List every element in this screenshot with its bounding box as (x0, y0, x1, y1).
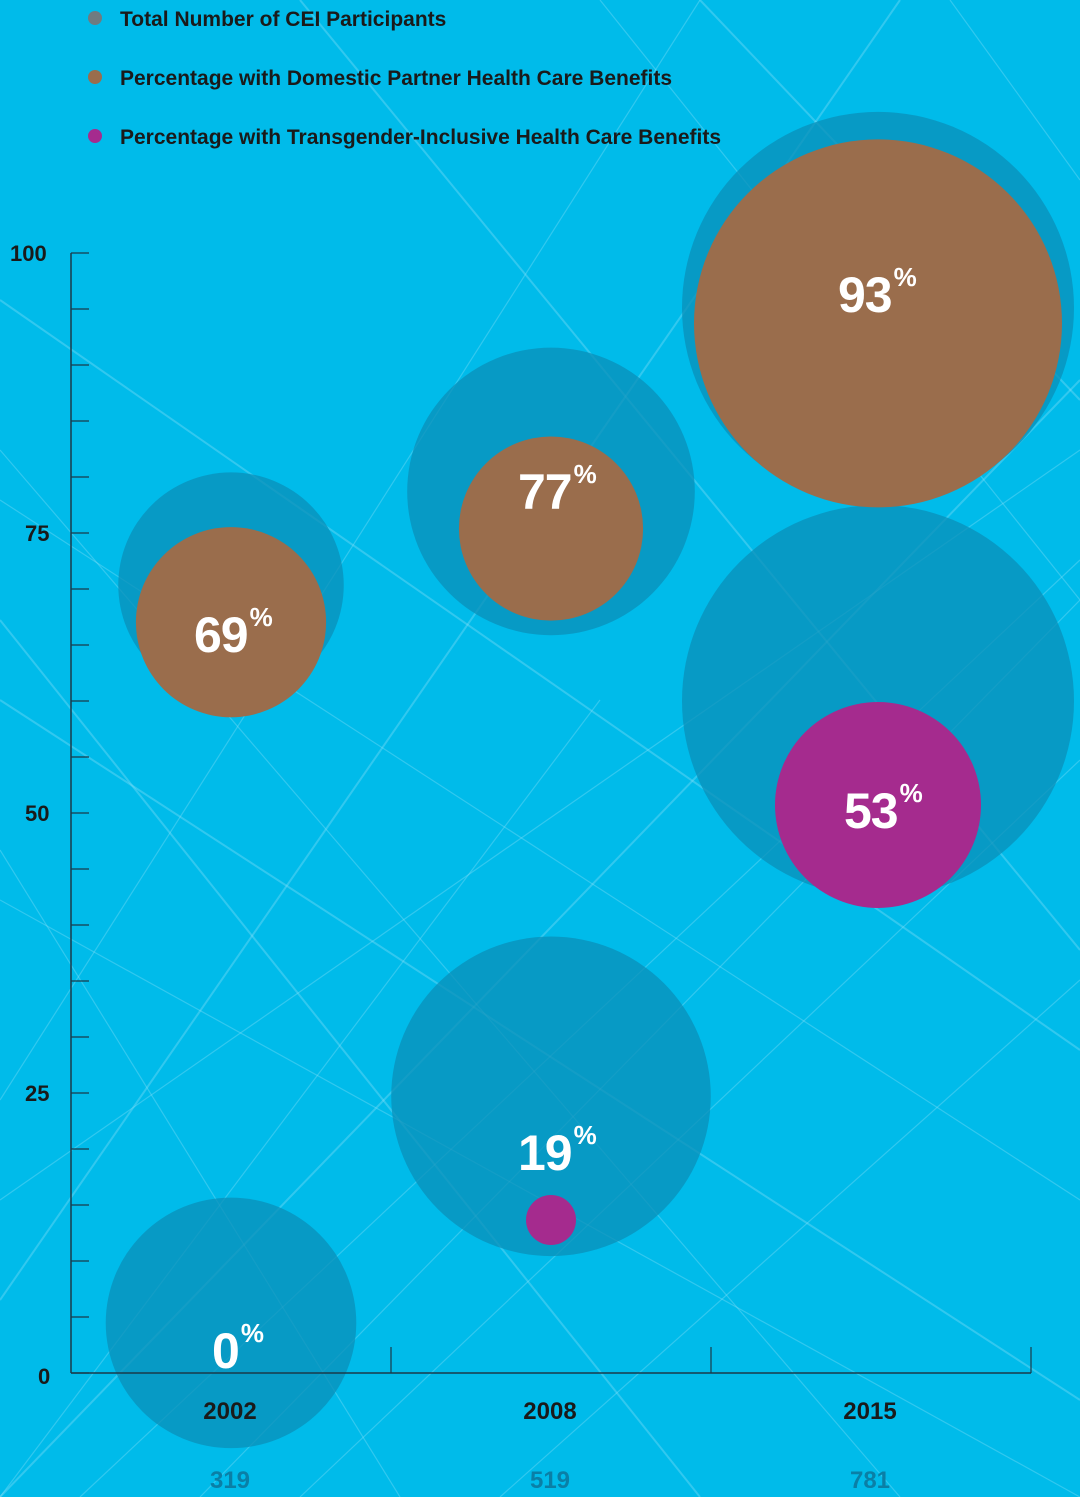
tg-bubble-2008 (526, 1195, 576, 1245)
value-label-dp-2008: 77% (518, 459, 597, 521)
y-tick-label-25: 25 (25, 1081, 50, 1106)
x-label-2015: 2015 (843, 1398, 897, 1425)
value-label-dp-2015: 93% (838, 262, 917, 324)
value-label-dp-2015-number: 93 (838, 267, 893, 323)
legend-dot-transgender (88, 129, 102, 144)
y-tick-label-50: 50 (25, 801, 50, 826)
legend-dot-domestic-partner (88, 70, 102, 85)
value-label-tg-2015: 53% (844, 778, 923, 840)
background-line (0, 619, 701, 1497)
value-label-dp-2008-number: 77 (518, 464, 573, 520)
background-line (0, 0, 701, 1101)
value-label-tg-2002: 0% (212, 1318, 264, 1380)
y-tick-label-100: 100 (10, 241, 47, 266)
legend-label-transgender: Percentage with Transgender-Inclusive He… (120, 126, 722, 149)
legend-label-participants: Total Number of CEI Participants (120, 8, 447, 31)
value-label-dp-2002-percent: % (249, 602, 273, 632)
dp-bubble-2008 (458, 436, 644, 621)
value-label-dp-2002-number: 69 (194, 607, 249, 663)
y-tick-label-75: 75 (25, 521, 50, 546)
background-line (0, 299, 1080, 1051)
value-label-tg-2002-percent: % (240, 1318, 264, 1348)
value-label-tg-2002-number: 0 (212, 1323, 240, 1379)
participants-2008: 519 (529, 1467, 571, 1494)
x-label-2002: 2002 (203, 1398, 257, 1425)
background-line (0, 699, 601, 1497)
value-label-tg-2008-percent: % (573, 1120, 597, 1150)
background-line (499, 979, 1080, 1497)
value-label-dp-2008-percent: % (573, 459, 597, 489)
tg-bubble-2015 (775, 702, 981, 908)
y-tick-label-0: 0 (38, 1364, 51, 1389)
value-label-tg-2015-percent: % (899, 778, 923, 808)
dp-bubble-2015 (694, 139, 1062, 508)
value-label-tg-2015-number: 53 (844, 783, 899, 839)
background-line (949, 0, 1080, 181)
dp-bubble-2002 (135, 527, 327, 718)
value-label-dp-2015-percent: % (893, 262, 917, 292)
participants-bubble-behind-tg-2002 (105, 1197, 357, 1449)
value-label-tg-2008: 19% (518, 1120, 597, 1182)
value-label-dp-2002: 69% (194, 602, 273, 664)
participants-2015: 781 (849, 1467, 891, 1494)
legend-dot-participants (88, 11, 102, 26)
participants-bubble-behind-tg-2008 (391, 936, 711, 1257)
legend-item-transgender: Percentage with Transgender-Inclusive He… (88, 126, 721, 150)
legend-item-participants: Total Number of CEI Participants (88, 8, 446, 32)
value-label-tg-2008-number: 19 (518, 1125, 573, 1181)
participants-2002: 319 (209, 1467, 251, 1494)
legend-label-domestic-partner: Percentage with Domestic Partner Health … (120, 67, 673, 90)
legend-item-domestic-partner: Percentage with Domestic Partner Health … (88, 67, 672, 91)
x-label-2008: 2008 (523, 1398, 577, 1425)
